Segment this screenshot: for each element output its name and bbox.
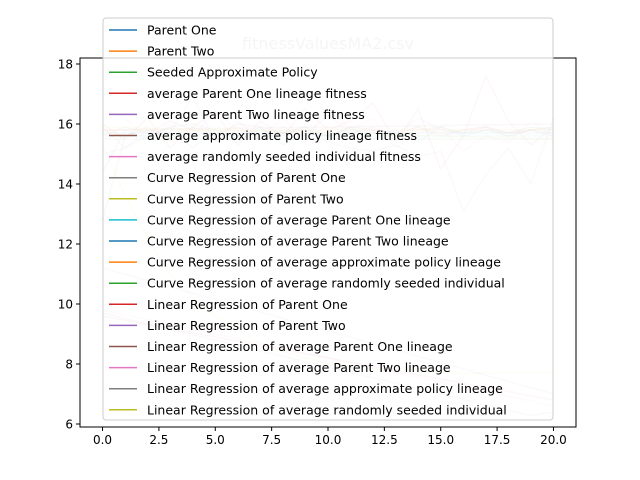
legend-label: Curve Regression of average Parent One l… xyxy=(147,212,451,227)
legend-label: average Parent Two lineage fitness xyxy=(147,107,365,122)
y-tick-label: 18 xyxy=(58,58,73,72)
legend-box xyxy=(102,17,554,421)
legend-label: Linear Regression of average Parent Two … xyxy=(147,360,451,375)
x-tick-label: 20.0 xyxy=(540,433,567,447)
y-tick-label: 8 xyxy=(65,358,73,372)
x-tick-label: 7.5 xyxy=(262,433,281,447)
legend-label: Curve Regression of Parent One xyxy=(147,170,346,185)
x-tick-label: 10.0 xyxy=(315,433,342,447)
legend-label: Linear Regression of Parent Two xyxy=(147,318,346,333)
legend-label: Linear Regression of average randomly se… xyxy=(147,402,507,417)
y-axis-ticks: 6 8 10 12 14 16 18 xyxy=(58,58,80,432)
x-tick-label: 0.0 xyxy=(93,433,112,447)
legend-label: Curve Regression of average approximate … xyxy=(147,255,501,270)
x-tick-label: 15.0 xyxy=(427,433,454,447)
legend-label: Seeded Approximate Policy xyxy=(147,65,318,80)
legend-label: Linear Regression of average Parent One … xyxy=(147,339,453,354)
legend-label: average Parent One lineage fitness xyxy=(147,86,367,101)
legend-label: Curve Regression of average randomly see… xyxy=(147,276,505,291)
legend-label: Parent Two xyxy=(147,44,214,59)
legend-label: Curve Regression of average Parent Two l… xyxy=(147,234,449,249)
x-tick-label: 2.5 xyxy=(149,433,168,447)
legend-label: Curve Regression of Parent Two xyxy=(147,191,344,206)
legend: Parent One Parent Two Seeded Approximate P… xyxy=(102,17,554,421)
legend-label: average approximate policy lineage fitne… xyxy=(147,128,417,143)
legend-label: Linear Regression of Parent One xyxy=(147,297,348,312)
x-tick-label: 17.5 xyxy=(484,433,511,447)
legend-label: Linear Regression of average approximate… xyxy=(147,381,503,396)
y-tick-label: 10 xyxy=(58,298,73,312)
x-tick-label: 12.5 xyxy=(371,433,398,447)
legend-label: Parent One xyxy=(147,23,217,38)
x-tick-label: 5.0 xyxy=(206,433,225,447)
y-tick-label: 16 xyxy=(58,118,73,132)
y-tick-label: 14 xyxy=(58,178,73,192)
legend-label: average randomly seeded individual fitne… xyxy=(147,149,421,164)
y-tick-label: 12 xyxy=(58,238,73,252)
x-axis-ticks: 0.0 2.5 5.0 7.5 10.0 12.5 15.0 17.5 20.0 xyxy=(93,427,567,447)
y-tick-label: 6 xyxy=(65,418,73,432)
